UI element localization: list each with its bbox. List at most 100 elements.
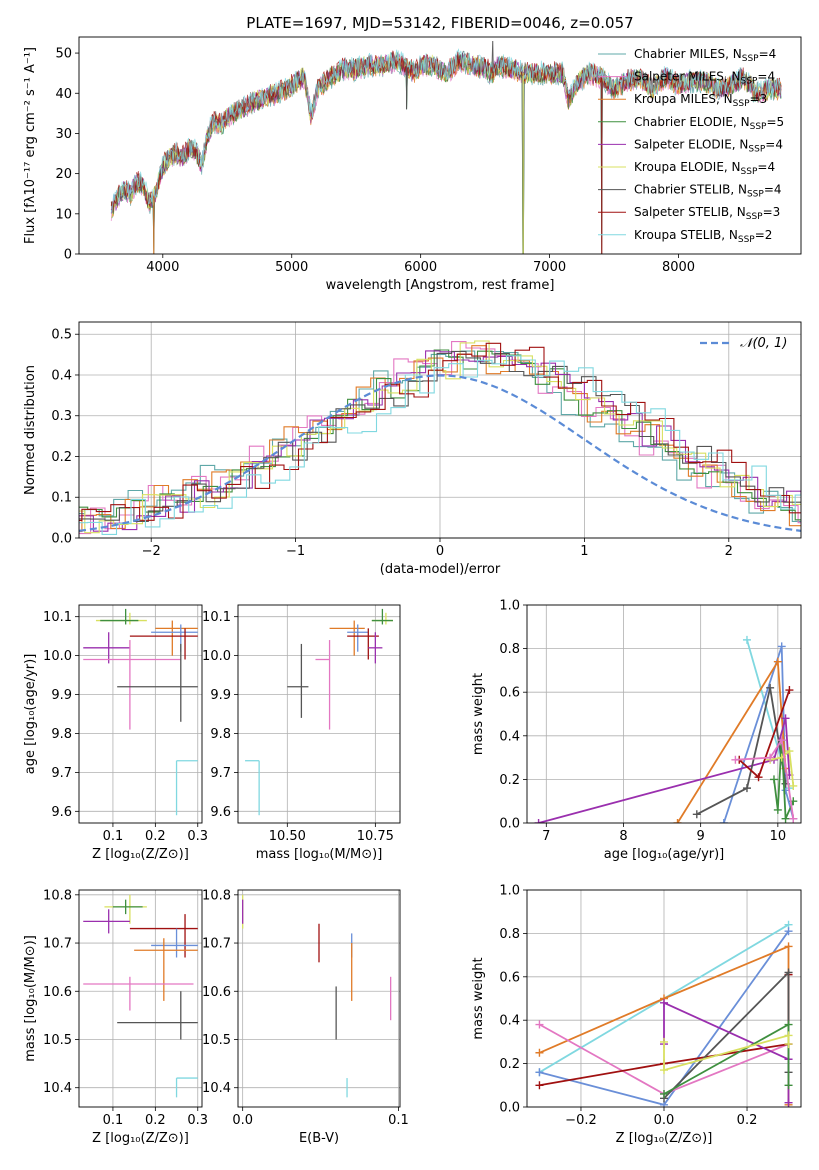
age_vs_mass-points	[245, 608, 393, 816]
legend-count: =5	[766, 115, 784, 129]
weight-marker	[784, 1040, 793, 1049]
histogram-series-salpeter_miles	[79, 341, 801, 535]
weight-series-chabrier_stelib	[696, 687, 787, 816]
y-tick-label: 0.0	[499, 1101, 520, 1116]
weight-marker	[785, 686, 794, 695]
weight-marker	[660, 998, 668, 1007]
legend-count: =2	[755, 228, 773, 242]
weight-series-kroupa_elodie	[769, 749, 795, 787]
y-tick-label: 9.6	[210, 805, 231, 820]
weight-series-salpeter_elodie	[538, 718, 791, 823]
legend-entry: Salpeter MILES, NSSP=4	[634, 70, 775, 87]
x-axis-label: mass [log₁₀(M/M⊙)]	[256, 847, 383, 862]
x-tick-label: 1	[580, 544, 588, 559]
y-tick-label: 0.5	[51, 328, 72, 343]
y-axis-label: mass weight	[471, 673, 486, 755]
weight_vs_Z-lines	[535, 920, 793, 1107]
mass_vs_Z-axes: 0.1 0.2 0.3 10.4 10.5 10.6 10.7 10.8 Z [log₁₀(Z/…	[23, 888, 208, 1146]
x-tick-label: 10	[770, 829, 787, 844]
spectrum-series-kroupa_stelib	[110, 48, 782, 214]
histogram-series-kroupa_stelib	[79, 355, 801, 535]
x-tick-label: 0.1	[388, 1113, 409, 1128]
age_vs_Z-points	[83, 608, 198, 816]
y-tick-label: 0.2	[499, 773, 520, 788]
x-tick-label: 10.50	[269, 829, 306, 844]
y-tick-label: 0.4	[499, 1014, 520, 1029]
spectrum-axes: 4000 5000 6000 7000 8000 0 10 20 30 40 50 wavelengt…	[23, 47, 695, 293]
x-tick-label: 6000	[404, 260, 437, 275]
weight-marker	[781, 714, 790, 723]
mass_vs_Z-frame	[78, 889, 203, 1108]
y-tick-label: 0.6	[499, 686, 520, 701]
weight-marker	[781, 814, 790, 823]
mass_vs_ebv-points	[242, 894, 392, 1098]
residuals-axes: −2 −1 0 1 2 0.0 0.1 0.2 0.3 0.4 0.5 (data-model)/er…	[23, 322, 801, 577]
weight-marker	[773, 805, 782, 814]
x-tick-label: 2	[725, 544, 733, 559]
weight-marker	[660, 1089, 668, 1098]
x-tick-label: 0.2	[145, 1113, 166, 1128]
histogram-series-salpeter_elodie	[79, 350, 801, 534]
legend-entry: Kroupa ELODIE, NSSP=4	[634, 160, 775, 177]
x-axis-label: (data-model)/error	[380, 562, 501, 577]
age_vs_mass-axes: 10.50 10.75 9.6 9.7 9.8 9.9 10.0 10.1 mass [log₁…	[202, 605, 400, 862]
y-axis-label: mass [log₁₀(M/M⊙)]	[23, 935, 38, 1062]
legend-entry: Chabrier MILES, NSSP=4	[634, 47, 776, 64]
x-tick-label: 10.75	[357, 829, 394, 844]
legend-label: Kroupa STELIB, N	[634, 228, 738, 242]
weight_vs_age-lines	[534, 635, 798, 823]
legend-count: =4	[757, 160, 775, 174]
weight-marker	[789, 781, 798, 790]
y-tick-label: 10.8	[202, 888, 231, 903]
spectrum-legend: Chabrier MILES, NSSP=4 Salpeter MILES, NS…	[598, 47, 784, 245]
normal-curve	[79, 374, 801, 532]
y-tick-label: 10.7	[202, 937, 231, 952]
histogram-group	[79, 340, 801, 535]
y-tick-label: 30	[55, 127, 72, 142]
weight-marker	[784, 927, 793, 936]
y-axis-label: Normed distribution	[23, 365, 38, 495]
y-tick-label: 0.8	[499, 927, 520, 942]
weight_vs_Z-axes: −0.2 0.0 0.2 0.0 0.2 0.4 0.6 0.8 1.0 Z [log₁₀(Z/Z…	[471, 884, 801, 1146]
weight-marker	[789, 814, 798, 823]
legend-count: =4	[759, 47, 777, 61]
x-tick-label: 4000	[146, 260, 179, 275]
y-axis-label: age [log₁₀(age/yr)]	[23, 654, 38, 775]
mass_vs_Z-points	[83, 894, 198, 1098]
weight-marker	[535, 1081, 544, 1090]
residuals-frame	[78, 321, 802, 539]
legend-entry: Kroupa STELIB, NSSP=2	[634, 228, 772, 245]
x-axis-label: E(B-V)	[299, 1131, 339, 1146]
weight-marker	[754, 773, 763, 782]
x-tick-label: 0.3	[187, 1113, 208, 1128]
weight-marker	[534, 819, 543, 823]
y-axis-label: Flux [fλ10⁻¹⁷ erg cm⁻² s⁻¹ A⁻¹]	[23, 47, 38, 244]
weight-series-kroupa_elodie	[663, 1034, 790, 1072]
legend-subscript: SSP	[750, 122, 767, 132]
y-tick-label: 0.3	[51, 409, 72, 424]
y-tick-label: 0.1	[51, 491, 72, 506]
legend-label: Salpeter ELODIE, N	[634, 137, 748, 151]
legend-entry: Chabrier STELIB, NSSP=4	[634, 183, 782, 200]
weight-marker	[535, 1068, 544, 1077]
weight-marker	[719, 819, 728, 823]
y-tick-label: 0.0	[51, 532, 72, 547]
weight_vs_Z-frame	[526, 889, 802, 1108]
age_vs_Z-axes: 0.1 0.2 0.3 9.6 9.7 9.8 9.9 10.0 10.1 Z [log₁₀(Z/…	[23, 605, 208, 862]
x-tick-label: −1	[286, 544, 305, 559]
y-tick-label: 10.4	[202, 1081, 231, 1096]
weight-marker	[784, 968, 793, 977]
age_vs_Z-frame	[78, 604, 203, 824]
weight-marker	[742, 784, 751, 793]
x-tick-label: 0	[436, 544, 444, 559]
y-tick-label: 10.4	[43, 1081, 72, 1096]
weight-marker	[766, 753, 775, 762]
x-tick-label: 0.0	[654, 1113, 675, 1128]
x-tick-label: 8000	[662, 260, 695, 275]
legend-count: =3	[750, 92, 768, 106]
legend-subscript: SSP	[741, 167, 758, 177]
y-tick-label: 10.5	[202, 1033, 231, 1048]
y-tick-label: 10.6	[202, 985, 231, 1000]
y-axis-label: mass weight	[471, 957, 486, 1039]
weight-marker	[535, 1020, 544, 1029]
